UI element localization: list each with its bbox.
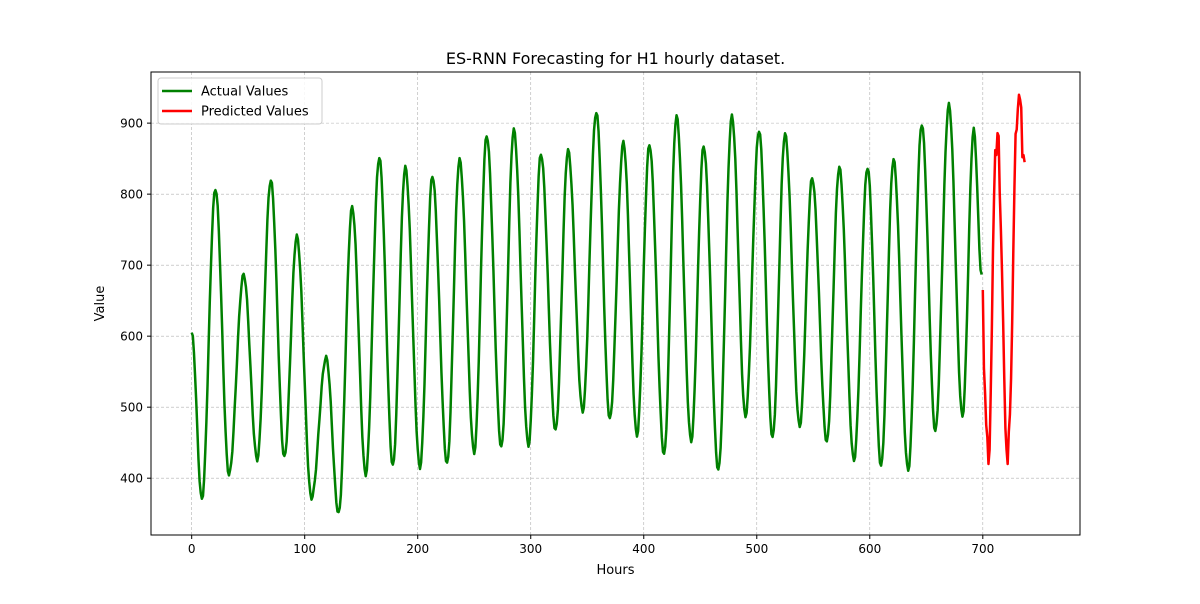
legend-box [157, 77, 323, 125]
x-tick-label: 600 [858, 542, 881, 556]
y-tick-label: 500 [120, 401, 143, 415]
series-layer [190, 93, 1026, 514]
plot-frame [150, 71, 1081, 536]
x-tick-label: 500 [745, 542, 768, 556]
legend: Actual Values Predicted Values [157, 77, 323, 125]
x-tick-label: 100 [293, 542, 316, 556]
y-tick-label: 700 [120, 259, 143, 273]
series-line-actual [190, 101, 983, 514]
axis-ticks: 0 100 200 300 400 500 600 700 400 500 600 700 800 900 [120, 117, 994, 556]
x-tick-label: 300 [519, 542, 542, 556]
series-line-predicted [981, 93, 1026, 466]
x-tick-label: 200 [406, 542, 429, 556]
x-tick-label: 0 [188, 542, 196, 556]
y-tick-label: 600 [120, 330, 143, 344]
y-tick-label: 900 [120, 117, 143, 131]
y-tick-label: 400 [120, 472, 143, 486]
y-tick-label: 800 [120, 188, 143, 202]
y-axis-label: Value [93, 286, 108, 322]
grid [151, 72, 1080, 535]
legend-label-predicted: Predicted Values [201, 105, 309, 120]
x-axis-label: Hours [596, 563, 634, 578]
x-tick-label: 400 [632, 542, 655, 556]
chart-title: ES-RNN Forecasting for H1 hourly dataset… [446, 49, 785, 68]
legend-label-actual: Actual Values [201, 85, 289, 100]
x-tick-label: 700 [971, 542, 994, 556]
